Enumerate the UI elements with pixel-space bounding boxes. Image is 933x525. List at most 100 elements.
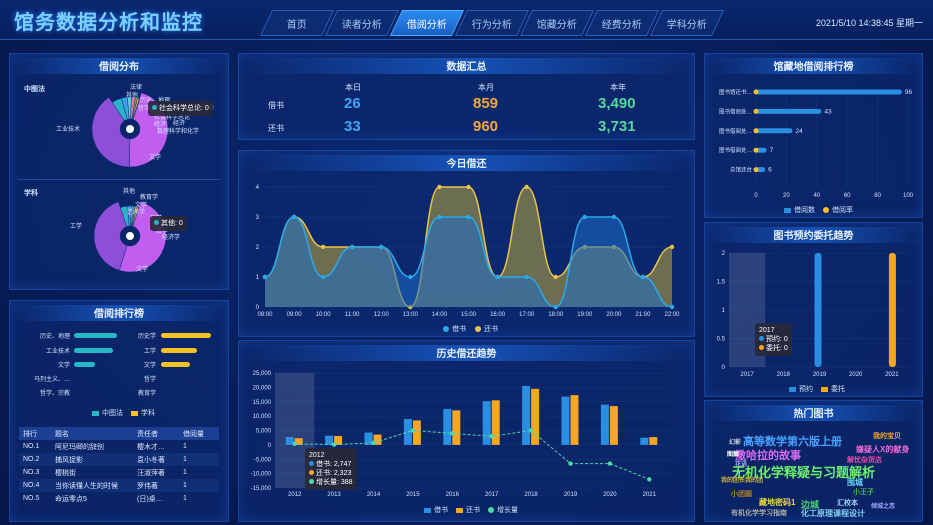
- x-tick-label: 17:00: [519, 312, 535, 318]
- y-tick-label: 1.5: [717, 280, 726, 286]
- hot-book-word[interactable]: 嫌疑人X的献身: [856, 445, 910, 454]
- bar-borrow: [482, 401, 491, 445]
- rank-right-bar: [161, 333, 211, 338]
- pie-label: 工学: [70, 224, 83, 230]
- reserve-bar-chart[interactable]: 0 0.5 1 1.5 2 2017 2018 2019 2020 2021: [705, 223, 924, 398]
- y-tick-label: 1: [722, 308, 726, 314]
- bar-return: [649, 437, 658, 445]
- hot-book-word[interactable]: 边城: [801, 500, 820, 510]
- hot-book-word[interactable]: 幻影: [729, 440, 742, 446]
- pie-label: 社会科学总论: [154, 115, 191, 121]
- pie-label: 其他: [123, 189, 136, 195]
- pie-tooltip: 社会科学总论: 0: [148, 101, 213, 116]
- tab-reader-analysis[interactable]: 读者分析: [324, 10, 400, 36]
- y-tick-label: -10,000: [251, 472, 272, 478]
- pie-chart-subject[interactable]: [10, 181, 230, 289]
- table-cell: (日)桌…: [137, 495, 163, 503]
- table-cell: 汪淑萍著: [137, 469, 165, 477]
- bar-value: 43: [824, 108, 832, 115]
- hot-book-word[interactable]: 花语: [735, 462, 748, 468]
- tab-funding-analysis[interactable]: 经费分析: [584, 10, 660, 36]
- tab-home[interactable]: 首页: [259, 10, 335, 36]
- rank-right-label: 历史学: [137, 334, 156, 340]
- hot-book-word[interactable]: 汇校本: [837, 500, 858, 507]
- x-tick-label: 2020: [603, 492, 617, 498]
- hot-book-word[interactable]: 撒哈拉的故事: [735, 450, 801, 462]
- hot-book-word[interactable]: 小王子: [853, 489, 874, 496]
- table-row[interactable]: NO.2 捕风捉影 袁小冬著 1: [19, 453, 219, 466]
- x-tick-label: 2016: [446, 492, 460, 498]
- rank-right-label: 教育学: [137, 391, 156, 397]
- data-point: [553, 304, 558, 310]
- rate-dot: [753, 128, 759, 134]
- x-tick-label: 13:00: [403, 312, 419, 318]
- x-tick-label: 40: [813, 193, 820, 199]
- data-point: [466, 214, 471, 220]
- hot-book-word[interactable]: 藏地密码1: [759, 498, 796, 507]
- hot-book-word[interactable]: 小团圆: [731, 491, 752, 498]
- x-tick-label: 2018: [524, 492, 538, 498]
- data-point: [320, 244, 326, 250]
- table-row[interactable]: NO.1 阿尼玛卿的辞别 樱木才… 1: [19, 440, 219, 453]
- today-area-chart[interactable]: 0 1 2 3 4 08:00 09:00 10:00 11:00 12:00 13:00 14:00…: [239, 151, 696, 338]
- hot-book-word[interactable]: 我的团长我的团: [721, 478, 764, 484]
- col-header-month: 本月: [478, 83, 494, 92]
- data-point: [495, 274, 500, 280]
- table-cell: NO.5: [23, 495, 40, 502]
- x-tick-label: 08:00: [257, 312, 273, 318]
- hot-book-word[interactable]: 倾城之恋: [871, 504, 896, 510]
- rank-left-label: 哲学、宗教: [39, 391, 70, 397]
- table-row[interactable]: NO.5 命运零点5 (日)桌… 1: [19, 492, 219, 505]
- data-point: [582, 214, 587, 220]
- bar-entrust: [888, 253, 896, 367]
- nav-tabs: 首页 读者分析 借阅分析 行为分析 馆藏分析 经费分析 学科分析: [259, 10, 725, 36]
- rate-dot: [753, 108, 759, 114]
- table-row[interactable]: NO.3 樱桃街 汪淑萍著 1: [19, 466, 219, 479]
- pie-tooltip: 其他: 0: [150, 216, 187, 231]
- rank-left-bar: [74, 362, 95, 367]
- x-tick-label: 2019: [813, 372, 827, 378]
- hot-book-word[interactable]: 无机化学释疑与习题解析: [732, 465, 876, 480]
- tab-collection-analysis[interactable]: 馆藏分析: [519, 10, 595, 36]
- x-tick-label: 19:00: [577, 312, 593, 318]
- y-tick-label: 0: [256, 305, 260, 311]
- tab-borrow-analysis[interactable]: 借阅分析: [389, 10, 465, 36]
- hot-book-word[interactable]: 围城: [847, 478, 863, 487]
- col-header-day: 本日: [345, 83, 361, 92]
- hot-book-word[interactable]: 有机化学学习指南: [731, 510, 787, 517]
- reserve-legend: 预约 委托: [789, 384, 845, 394]
- table-cell: 阿尼玛卿的辞别: [55, 443, 104, 451]
- data-point: [291, 214, 297, 220]
- tab-subject-analysis[interactable]: 学科分析: [649, 10, 725, 36]
- panel-title: 数据汇总: [239, 58, 694, 74]
- table-row[interactable]: NO.4 当你读懂人生的时候 罗伟著 1: [19, 479, 219, 492]
- x-tick-label: 2021: [643, 492, 657, 498]
- hot-book-word[interactable]: 图解: [727, 452, 740, 458]
- hot-book-word[interactable]: 化工原理课程设计: [801, 509, 865, 518]
- hot-book-word[interactable]: 高等数学第六版上册: [743, 436, 842, 448]
- hall-bar: [756, 89, 902, 95]
- x-tick-label: 2012: [288, 492, 302, 498]
- data-point: [611, 214, 617, 220]
- x-tick-label: 16:00: [490, 312, 506, 318]
- data-point: [524, 184, 529, 190]
- growth-point: [489, 434, 494, 439]
- data-point: [553, 274, 558, 280]
- pie-label: 经济: [173, 121, 186, 127]
- stat-return-day: 33: [344, 118, 361, 135]
- x-tick-label: 2014: [367, 492, 381, 498]
- stat-return-year: 3,731: [598, 118, 636, 135]
- y-tick-label: 20,000: [253, 385, 272, 391]
- hot-book-word[interactable]: 解忧杂货店: [847, 457, 882, 464]
- x-tick-label: 20: [783, 193, 790, 199]
- pie-label: 教育学: [140, 195, 159, 201]
- tab-behavior-analysis[interactable]: 行为分析: [454, 10, 530, 36]
- hall-rank-bar-chart[interactable]: 0 20 40 60 80 100 图书馆还书… 96 图书借阅处… 43 图书借阅处… 24 图书借阅…: [705, 54, 924, 219]
- row-label-borrow: 借书: [268, 101, 284, 110]
- history-bar-chart[interactable]: -15,000 -10,000 -5,000 0 5,000 10,000 15,000 20…: [239, 341, 696, 523]
- hot-book-word[interactable]: 我的宝贝: [873, 433, 901, 440]
- table-cell: 1: [183, 469, 187, 476]
- x-tick-label: 2021: [885, 372, 899, 378]
- x-tick-label: 22:00: [664, 312, 680, 318]
